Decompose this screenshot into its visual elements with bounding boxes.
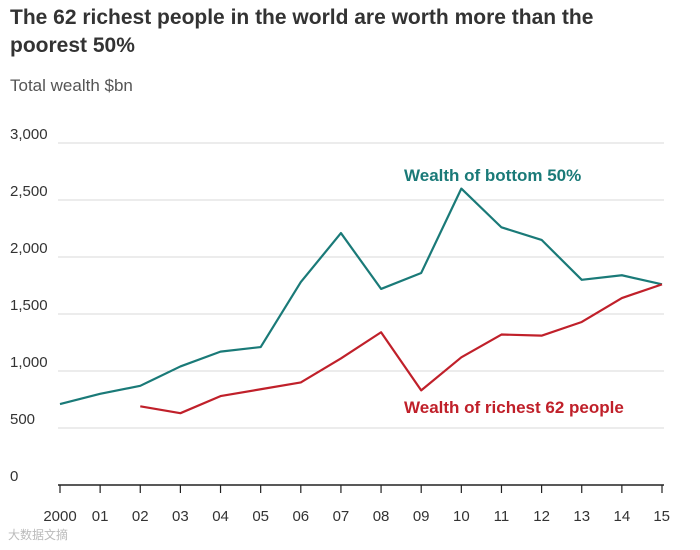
x-tick-label: 12 [533, 508, 550, 525]
series-lines [59, 187, 663, 415]
series-line-bottom-50 [59, 187, 663, 406]
series-line-richest-62 [140, 283, 663, 415]
y-tick-label: 0 [10, 468, 18, 485]
x-tick-label: 03 [172, 508, 189, 525]
series-label-richest-62: Wealth of richest 62 people [404, 398, 624, 417]
x-tick-label: 15 [653, 508, 670, 525]
y-axis-tick-labels: 0 500 1,000 1,500 2,000 2,500 3,000 [10, 126, 48, 485]
x-tick-label: 02 [132, 508, 149, 525]
x-tick-label: 2000 [43, 508, 76, 525]
y-tick-label: 1,500 [10, 297, 48, 314]
x-tick-label: 13 [573, 508, 590, 525]
y-tick-label: 1,000 [10, 354, 48, 371]
x-axis-ticks: 2000 01 02 03 04 05 06 07 08 09 10 11 12 13 14 15 [43, 485, 670, 525]
chart-title: The 62 richest people in the world are w… [10, 6, 594, 57]
series-label-bottom-50: Wealth of bottom 50% [404, 166, 581, 185]
x-tick-label: 14 [614, 508, 631, 525]
y-tick-label: 2,500 [10, 183, 48, 200]
x-tick-label: 04 [212, 508, 229, 525]
x-tick-label: 09 [413, 508, 430, 525]
x-tick-label: 11 [494, 508, 510, 525]
y-tick-label: 2,000 [10, 240, 48, 257]
y-tick-label: 3,000 [10, 126, 48, 143]
x-tick-label: 08 [373, 508, 390, 525]
x-tick-label: 06 [292, 508, 309, 525]
y-tick-label: 500 [10, 411, 35, 428]
x-tick-label: 05 [252, 508, 269, 525]
watermark: 大数据文摘 [8, 528, 69, 542]
x-tick-label: 07 [333, 508, 350, 525]
x-tick-label: 01 [92, 508, 109, 525]
grid-lines [58, 142, 664, 486]
chart-subtitle: Total wealth $bn [10, 76, 133, 95]
x-tick-label: 10 [453, 508, 470, 525]
